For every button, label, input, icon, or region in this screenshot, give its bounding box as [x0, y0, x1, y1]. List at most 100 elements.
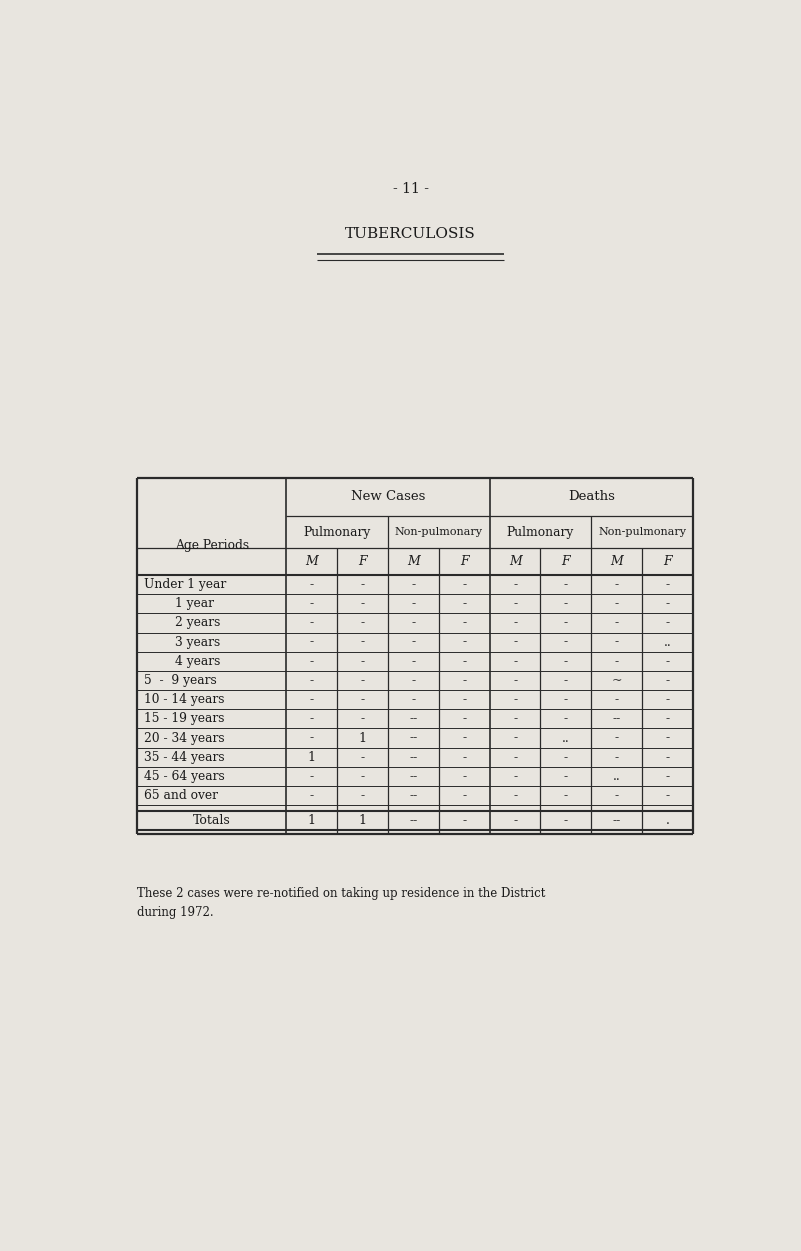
Text: -: -: [360, 617, 364, 629]
Text: ..: ..: [664, 636, 671, 648]
Text: -: -: [513, 769, 517, 783]
Text: -: -: [412, 654, 416, 668]
Text: Totals: Totals: [193, 814, 231, 827]
Text: -: -: [462, 712, 466, 726]
Text: -: -: [360, 693, 364, 706]
Text: 15 - 19 years: 15 - 19 years: [143, 712, 224, 726]
Text: -: -: [513, 617, 517, 629]
Text: --: --: [613, 712, 621, 726]
Text: M: M: [610, 555, 623, 568]
Text: -: -: [666, 751, 670, 764]
Text: 20 - 34 years: 20 - 34 years: [143, 732, 224, 744]
Text: 1: 1: [359, 732, 367, 744]
Text: -: -: [513, 636, 517, 648]
Text: ..: ..: [613, 769, 621, 783]
Text: -: -: [666, 597, 670, 610]
Text: -: -: [310, 789, 314, 802]
Text: -: -: [564, 674, 568, 687]
Text: -: -: [513, 712, 517, 726]
Text: -: -: [462, 789, 466, 802]
Text: -: -: [360, 654, 364, 668]
Text: --: --: [409, 751, 417, 764]
Text: -: -: [462, 654, 466, 668]
Text: --: --: [409, 769, 417, 783]
Text: F: F: [663, 555, 672, 568]
Text: -: -: [310, 578, 314, 590]
Text: -: -: [564, 693, 568, 706]
Text: -: -: [513, 654, 517, 668]
Text: ..: ..: [562, 732, 570, 744]
Text: -: -: [666, 617, 670, 629]
Text: -: -: [360, 769, 364, 783]
Text: -: -: [513, 789, 517, 802]
Text: -: -: [666, 693, 670, 706]
Text: -: -: [412, 597, 416, 610]
Text: Non-pulmonary: Non-pulmonary: [598, 527, 686, 537]
Text: Non-pulmonary: Non-pulmonary: [395, 527, 483, 537]
Text: -: -: [360, 597, 364, 610]
Text: -: -: [564, 578, 568, 590]
Text: M: M: [305, 555, 318, 568]
Text: -: -: [310, 617, 314, 629]
Text: -: -: [310, 636, 314, 648]
Text: TUBERCULOSIS: TUBERCULOSIS: [345, 228, 476, 241]
Text: -: -: [462, 674, 466, 687]
Text: 10 - 14 years: 10 - 14 years: [143, 693, 224, 706]
Text: -: -: [513, 597, 517, 610]
Text: -: -: [513, 751, 517, 764]
Text: -: -: [614, 578, 619, 590]
Text: -: -: [614, 654, 619, 668]
Text: -: -: [462, 578, 466, 590]
Text: 1: 1: [308, 751, 316, 764]
Text: Pulmonary: Pulmonary: [304, 525, 371, 539]
Text: -: -: [310, 693, 314, 706]
Text: -: -: [614, 751, 619, 764]
Text: 1: 1: [359, 814, 367, 827]
Text: -: -: [462, 597, 466, 610]
Text: -: -: [614, 597, 619, 610]
Text: -: -: [462, 814, 466, 827]
Text: --: --: [613, 814, 621, 827]
Text: -: -: [666, 769, 670, 783]
Text: -: -: [310, 597, 314, 610]
Text: --: --: [409, 789, 417, 802]
Text: -: -: [360, 578, 364, 590]
Text: 65 and over: 65 and over: [143, 789, 218, 802]
Text: -: -: [513, 674, 517, 687]
Text: -: -: [412, 617, 416, 629]
Text: -: -: [564, 814, 568, 827]
Text: -: -: [614, 693, 619, 706]
Text: Age Periods: Age Periods: [175, 539, 249, 552]
Text: -: -: [513, 693, 517, 706]
Text: M: M: [407, 555, 420, 568]
Text: -: -: [462, 751, 466, 764]
Text: -: -: [513, 732, 517, 744]
Text: -: -: [412, 578, 416, 590]
Text: -: -: [564, 751, 568, 764]
Text: Deaths: Deaths: [568, 490, 614, 503]
Text: -: -: [310, 712, 314, 726]
Text: F: F: [460, 555, 469, 568]
Text: 1: 1: [308, 814, 316, 827]
Text: Pulmonary: Pulmonary: [507, 525, 574, 539]
Text: -: -: [666, 732, 670, 744]
Text: -: -: [462, 693, 466, 706]
Text: - 11 -: - 11 -: [392, 181, 429, 196]
Text: F: F: [562, 555, 570, 568]
Text: -: -: [564, 636, 568, 648]
Text: 1 year: 1 year: [143, 597, 214, 610]
Text: -: -: [564, 769, 568, 783]
Text: 4 years: 4 years: [143, 654, 220, 668]
Text: -: -: [666, 654, 670, 668]
Text: -: -: [462, 636, 466, 648]
Text: 5  -  9 years: 5 - 9 years: [143, 674, 216, 687]
Text: -: -: [360, 789, 364, 802]
Text: -: -: [462, 769, 466, 783]
Text: -: -: [614, 617, 619, 629]
Text: 45 - 64 years: 45 - 64 years: [143, 769, 224, 783]
Text: 2 years: 2 years: [143, 617, 220, 629]
Text: ~: ~: [611, 674, 622, 687]
Text: -: -: [614, 789, 619, 802]
Text: Under 1 year: Under 1 year: [143, 578, 226, 590]
Text: -: -: [310, 674, 314, 687]
